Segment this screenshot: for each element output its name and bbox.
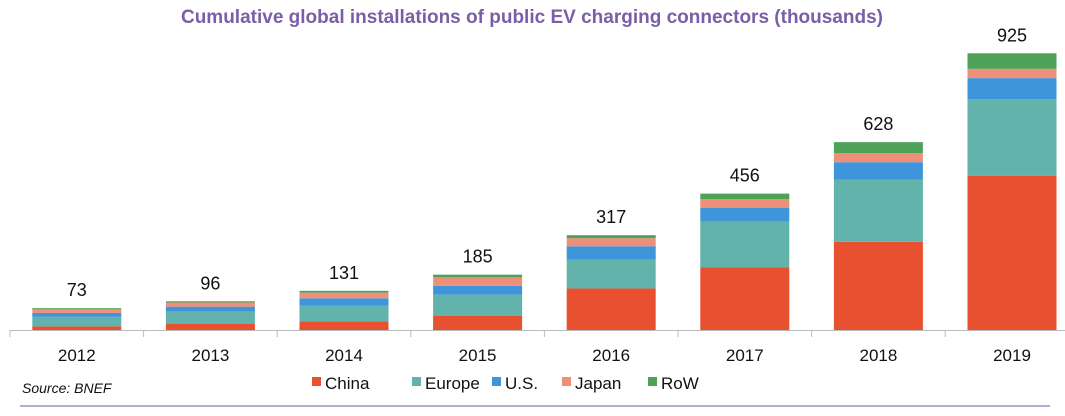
total-label-2012: 73 (67, 280, 87, 300)
x-tick-label-2017: 2017 (726, 346, 764, 365)
bar-segment-japan-2017 (700, 199, 790, 208)
total-label-2013: 96 (200, 273, 220, 293)
bar-segment-china-2018 (833, 241, 923, 330)
bar-segment-row-2016 (566, 235, 656, 239)
bar-stack-2013: 96 (165, 273, 255, 330)
bar-segment-china-2014 (299, 321, 389, 330)
bar-segment-us-2013 (165, 306, 255, 312)
legend-label: China (325, 374, 370, 393)
total-label-2016: 317 (596, 207, 626, 227)
x-axis: 2012 2013 2014 2015 2016 2017 2018 2019 (9, 330, 1065, 365)
legend-swatch (562, 377, 571, 386)
bar-segment-china-2017 (700, 267, 790, 330)
x-tick-label-2019: 2019 (993, 346, 1031, 365)
bar-segment-japan-2016 (566, 238, 656, 247)
bar-segment-row-2014 (299, 290, 389, 293)
legend-swatch (648, 377, 657, 386)
bar-segment-japan-2013 (165, 302, 255, 307)
bar-segment-us-2017 (700, 207, 790, 222)
bar-stack-2012: 73 (32, 280, 122, 330)
bar-segment-china-2015 (433, 315, 523, 330)
bar-segment-china-2012 (32, 326, 122, 330)
bar-segment-europe-2015 (433, 294, 523, 316)
x-tick-label-2014: 2014 (325, 346, 363, 365)
bar-segment-europe-2019 (967, 99, 1057, 176)
bar-segment-us-2016 (566, 246, 656, 260)
legend-item-china: China (312, 374, 370, 393)
bar-stack-2014: 131 (299, 263, 389, 330)
bar-segment-row-2012 (32, 308, 122, 310)
bar-segment-row-2018 (833, 142, 923, 154)
bar-segment-row-2015 (433, 274, 523, 278)
legend-label: U.S. (505, 374, 538, 393)
bar-segment-japan-2018 (833, 153, 923, 163)
total-label-2019: 925 (997, 25, 1027, 45)
x-tick-label-2018: 2018 (859, 346, 897, 365)
legend-item-row: RoW (648, 374, 699, 393)
legend-swatch (412, 377, 421, 386)
x-tick-label-2016: 2016 (592, 346, 630, 365)
bar-segment-europe-2018 (833, 179, 923, 242)
bar-segment-us-2019 (967, 78, 1057, 100)
bar-segment-europe-2016 (566, 259, 656, 289)
x-tick-label-2015: 2015 (459, 346, 497, 365)
x-tick-label-2012: 2012 (58, 346, 96, 365)
bar-stack-2015: 185 (433, 247, 523, 330)
bar-segment-row-2019 (967, 53, 1057, 69)
bar-segment-us-2012 (32, 312, 122, 317)
bar-segment-row-2017 (700, 193, 790, 200)
bar-stack-2018: 628 (833, 114, 923, 330)
total-label-2015: 185 (463, 247, 493, 267)
bar-segment-us-2018 (833, 162, 923, 180)
bar-segment-japan-2019 (967, 68, 1057, 79)
bar-segment-japan-2014 (299, 292, 389, 299)
bars-group: 73 96 131 185 317 456 628 925 (32, 25, 1057, 330)
legend-label: Europe (425, 374, 480, 393)
legend-swatch (312, 377, 321, 386)
bar-segment-europe-2013 (165, 311, 255, 325)
bar-segment-japan-2012 (32, 309, 122, 313)
bar-segment-europe-2014 (299, 305, 389, 322)
bar-stack-2016: 317 (566, 207, 656, 330)
legend-label: RoW (661, 374, 699, 393)
legend: China Europe U.S. Japan RoW (312, 374, 699, 393)
source-note: Source: BNEF (22, 380, 113, 396)
bar-segment-china-2013 (165, 324, 255, 330)
bar-segment-us-2014 (299, 298, 389, 306)
bar-segment-europe-2012 (32, 316, 122, 327)
total-label-2014: 131 (329, 263, 359, 283)
total-label-2017: 456 (730, 166, 760, 186)
bar-segment-europe-2017 (700, 221, 790, 268)
legend-label: Japan (575, 374, 621, 393)
bar-segment-row-2013 (165, 301, 255, 303)
chart-title: Cumulative global installations of publi… (181, 7, 883, 28)
bar-segment-china-2016 (566, 288, 656, 330)
legend-swatch (492, 377, 501, 386)
bar-segment-china-2019 (967, 175, 1057, 330)
bar-segment-japan-2015 (433, 277, 523, 286)
x-tick-label-2013: 2013 (191, 346, 229, 365)
legend-item-europe: Europe (412, 374, 480, 393)
bar-stack-2019: 925 (967, 25, 1057, 330)
legend-item-us: U.S. (492, 374, 538, 393)
total-label-2018: 628 (863, 114, 893, 134)
bar-stack-2017: 456 (700, 166, 790, 330)
legend-item-japan: Japan (562, 374, 621, 393)
bar-segment-us-2015 (433, 285, 523, 295)
